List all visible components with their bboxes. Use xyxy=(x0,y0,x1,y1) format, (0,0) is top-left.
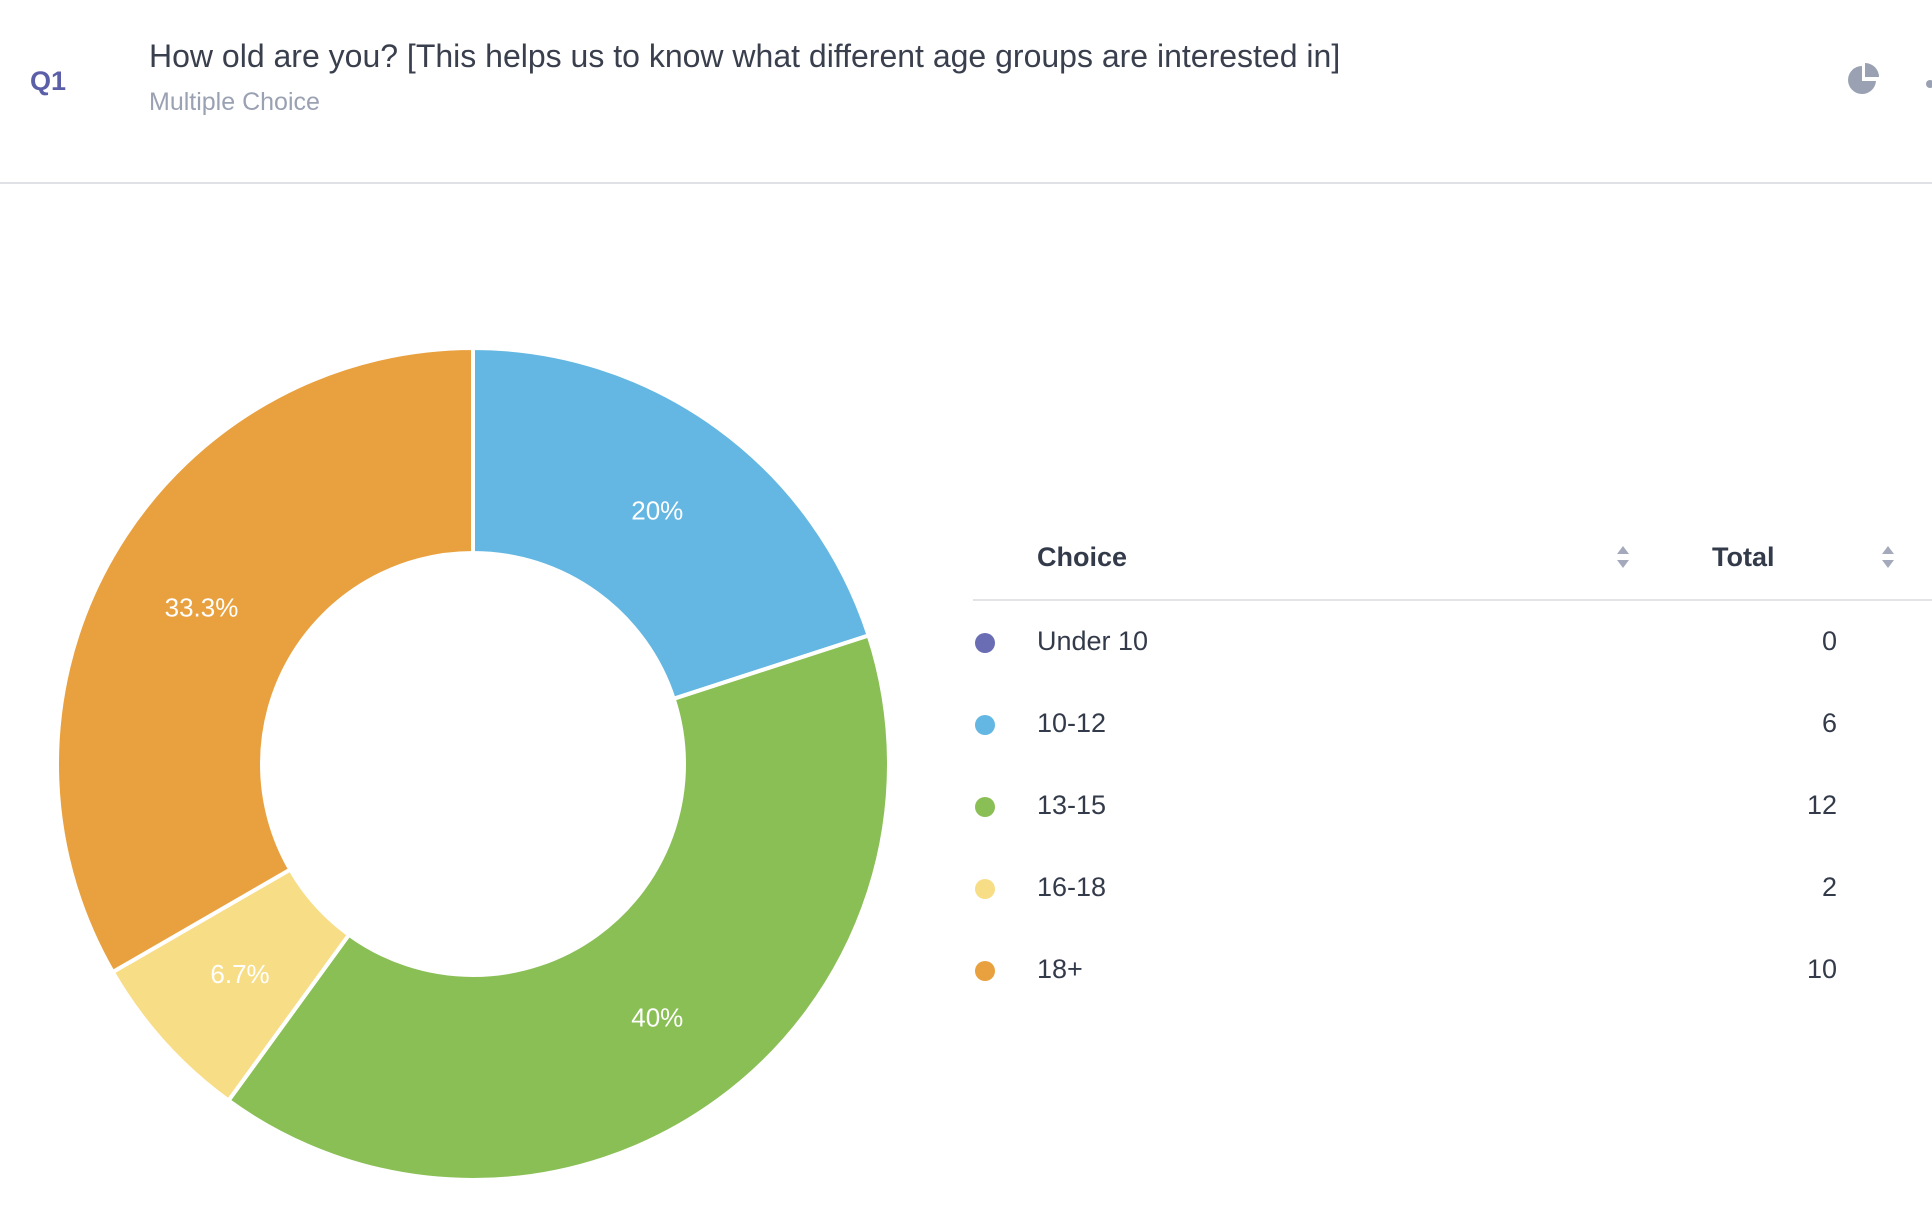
total-value: 12 xyxy=(1806,790,1837,820)
header-divider xyxy=(973,599,1932,601)
donut-chart: 20% 40% 6.7% 33.3% xyxy=(54,345,891,1182)
table-row: 13-15 12 xyxy=(973,786,1873,826)
total-value: 2 xyxy=(1821,872,1837,902)
choice-label: Under 10 xyxy=(1037,626,1149,656)
data-label: 20% xyxy=(631,495,683,525)
divider xyxy=(0,182,1932,184)
question-type: Multiple Choice xyxy=(149,88,320,116)
data-label: 33.3% xyxy=(165,592,239,622)
sort-choice-icon[interactable] xyxy=(1617,546,1629,572)
choice-label: 16-18 xyxy=(1037,872,1107,902)
data-label: 40% xyxy=(631,1003,683,1033)
total-value: 0 xyxy=(1821,626,1837,656)
legend-dot xyxy=(975,961,995,981)
choice-label: 18+ xyxy=(1037,954,1083,984)
legend-dot xyxy=(975,715,995,735)
table-row: Under 10 0 xyxy=(973,622,1873,662)
question-number: Q1 xyxy=(30,66,67,96)
slice-18-[interactable] xyxy=(54,345,475,975)
table-row: 18+ 10 xyxy=(973,950,1873,990)
table-row: 10-12 6 xyxy=(973,704,1873,744)
legend-dot xyxy=(975,879,995,899)
more-icon[interactable] xyxy=(1926,80,1932,88)
question-title: How old are you? [This helps us to know … xyxy=(149,38,1341,74)
legend-dot xyxy=(975,797,995,817)
data-label: 6.7% xyxy=(210,959,269,989)
table-row: 16-18 2 xyxy=(973,868,1873,908)
sort-total-icon[interactable] xyxy=(1882,546,1894,572)
choice-header[interactable]: Choice xyxy=(1037,542,1128,572)
choice-label: 10-12 xyxy=(1037,708,1107,738)
pie-chart-icon[interactable] xyxy=(1847,62,1881,96)
choice-label: 13-15 xyxy=(1037,790,1107,820)
slice-13-15[interactable] xyxy=(225,632,891,1182)
legend-dot xyxy=(975,633,995,653)
slice-10-12[interactable] xyxy=(471,345,872,702)
total-value: 10 xyxy=(1806,954,1837,984)
total-header[interactable]: Total xyxy=(1712,542,1775,572)
total-value: 6 xyxy=(1821,708,1837,738)
